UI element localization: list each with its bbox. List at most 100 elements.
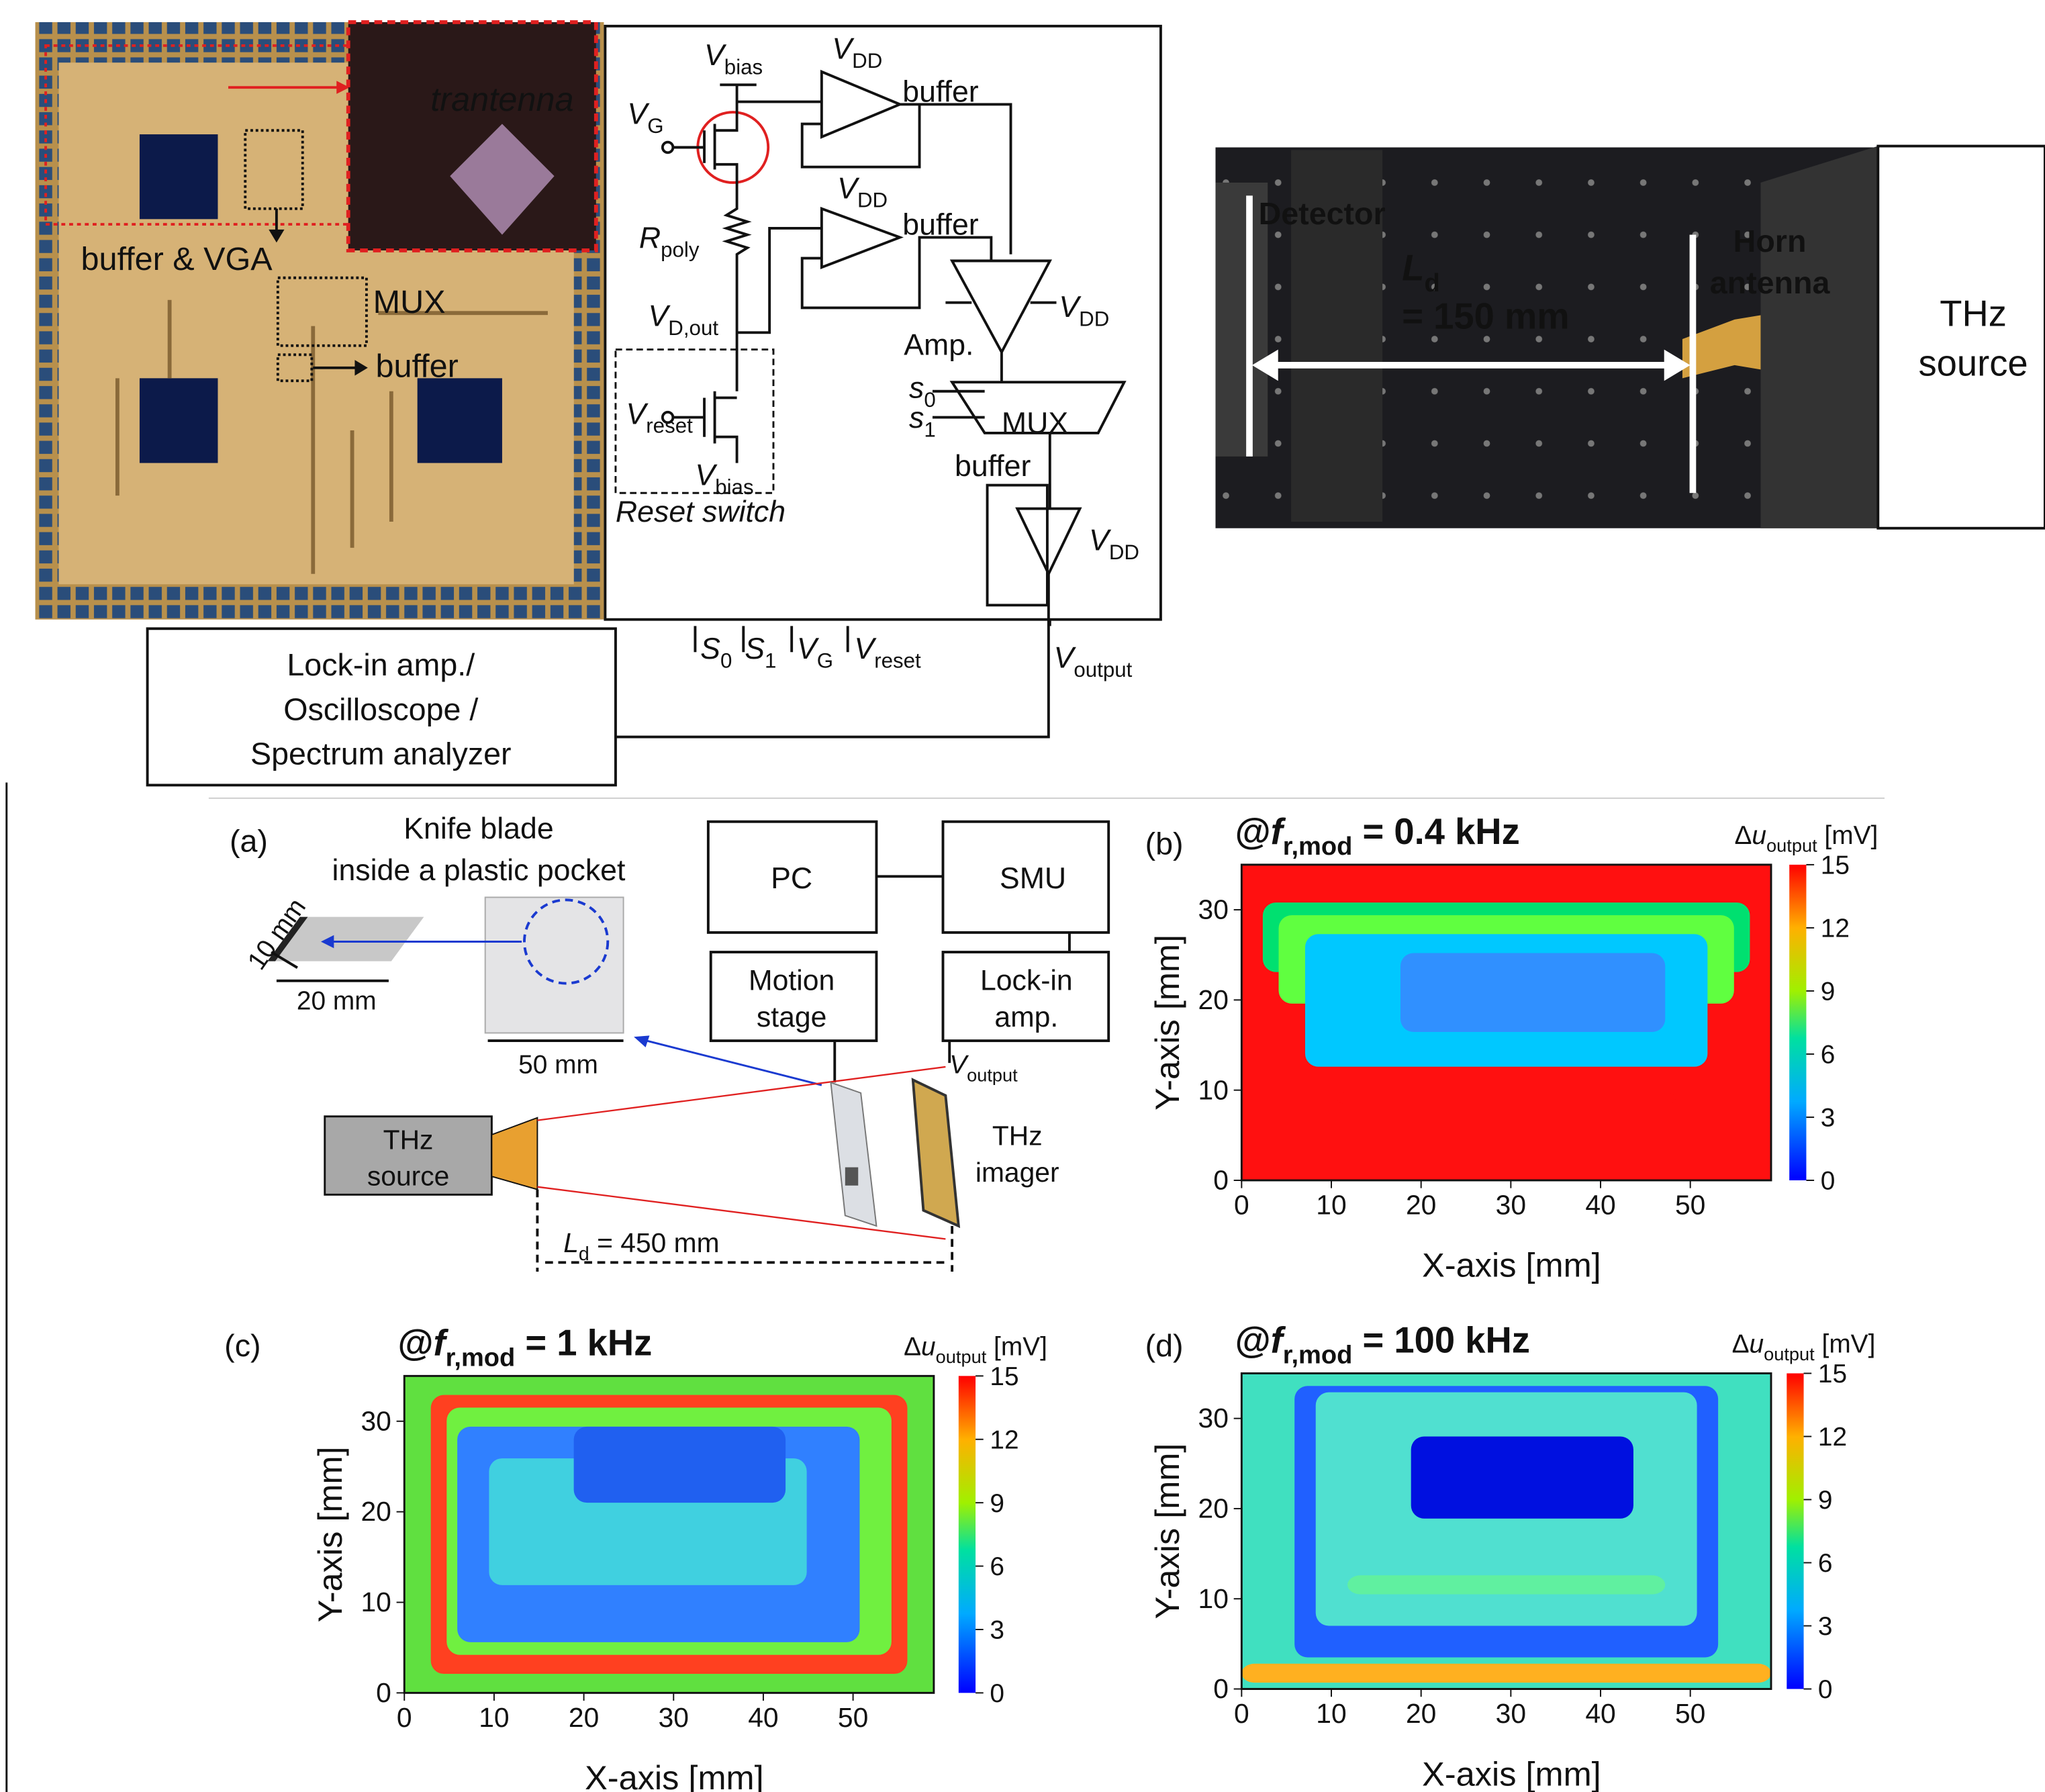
label-part: = 1 kHz <box>515 1322 652 1363</box>
x-axis-label: X-axis [mm] <box>585 1758 764 1792</box>
label-part: [mV] <box>986 1332 1047 1361</box>
circuit-label: VG <box>797 632 833 672</box>
colorbar-tick-label: 15 <box>1821 851 1850 880</box>
circuit-label: buffer <box>955 450 1031 483</box>
circuit-label: buffer <box>902 76 979 109</box>
colorbar-tick-label: 9 <box>1821 978 1836 1006</box>
colorbar-tick-label: 3 <box>1818 1612 1833 1641</box>
label-part: @ <box>398 1322 434 1363</box>
label-part: s <box>909 371 924 404</box>
colorbar-label: Δuoutput [mV] <box>1734 821 1878 856</box>
label: buffer <box>376 348 459 384</box>
label-part: Δ <box>904 1332 921 1361</box>
x-tick-label: 50 <box>838 1702 868 1733</box>
colorbar-tick-label: 9 <box>1818 1486 1833 1515</box>
label: amp. <box>994 1001 1058 1033</box>
label: buffer & VGA <box>81 241 273 277</box>
label-part: s <box>909 402 924 434</box>
heatmap-region <box>574 1427 786 1503</box>
y-axis-label: Y-axis [mm] <box>311 1446 349 1622</box>
label: THz <box>992 1121 1043 1151</box>
label-part: u <box>1752 821 1766 850</box>
label: Voutput <box>949 1051 1018 1086</box>
label-part: u <box>1750 1329 1764 1358</box>
label-part: DD <box>857 189 888 212</box>
circuit-label: MUX <box>1002 407 1068 440</box>
label: THz <box>1940 293 2007 334</box>
x-tick-label: 40 <box>1585 1189 1615 1220</box>
label-part: d <box>579 1243 589 1265</box>
colorbar-tick-label: 3 <box>1821 1104 1836 1133</box>
circuit-label: Amp. <box>904 328 973 361</box>
label: source <box>367 1161 449 1192</box>
label: MUX <box>373 284 446 320</box>
panel-letter: (d) <box>1145 1328 1184 1363</box>
label-part: d <box>1424 269 1439 297</box>
label-part: [mV] <box>1815 1329 1876 1358</box>
colorbar-tick-label: 15 <box>990 1362 1018 1391</box>
label: Horn <box>1733 224 1807 258</box>
colorbar <box>1787 1373 1803 1689</box>
y-tick-label: 20 <box>1198 1493 1229 1524</box>
heatmap-region <box>1241 1664 1771 1683</box>
label: source <box>1918 342 2028 383</box>
colorbar-tick-label: 6 <box>1821 1041 1836 1070</box>
label-part: G <box>647 114 663 138</box>
label-part: r,mod <box>1283 833 1353 861</box>
y-tick-label: 20 <box>361 1496 391 1527</box>
colorbar-label: Δuoutput [mV] <box>904 1332 1047 1367</box>
label-part: 1 <box>765 649 776 672</box>
colorbar-tick-label: 12 <box>1821 914 1850 943</box>
panel-letter: (c) <box>224 1328 260 1363</box>
label-part: 0 <box>924 388 935 412</box>
x-tick-label: 10 <box>1316 1189 1346 1220</box>
label-part: output <box>1074 658 1132 681</box>
x-tick-label: 0 <box>1234 1698 1249 1729</box>
label-part: G <box>817 649 833 672</box>
label-part: Δ <box>1732 1329 1750 1358</box>
label-part: DD <box>1109 540 1139 564</box>
inset-label: trantenna <box>430 80 573 118</box>
label-part: output <box>967 1064 1018 1085</box>
y-tick-label: 20 <box>1198 984 1229 1015</box>
colorbar <box>959 1376 976 1693</box>
x-tick-label: 50 <box>1675 1698 1705 1729</box>
label-part: bias <box>724 56 763 79</box>
panel-title: @fr,mod = 0.4 kHz <box>1235 811 1520 861</box>
label: Oscilloscope / <box>283 692 478 726</box>
x-tick-label: 20 <box>1406 1698 1436 1729</box>
label-part: V <box>949 1051 969 1080</box>
x-tick-label: 0 <box>397 1702 412 1733</box>
colorbar-tick-label: 12 <box>990 1425 1018 1454</box>
colorbar-tick-label: 0 <box>1818 1675 1833 1704</box>
label: antenna <box>1710 265 1831 300</box>
y-axis-label: Y-axis [mm] <box>1148 935 1186 1111</box>
y-tick-label: 30 <box>1198 894 1229 925</box>
label: Ld = 450 mm <box>563 1227 719 1265</box>
x-tick-label: 50 <box>1675 1189 1705 1220</box>
label-part: reset <box>646 414 693 438</box>
label: inside a plastic pocket <box>332 854 626 887</box>
label-part: u <box>921 1332 936 1361</box>
colorbar-tick-label: 9 <box>990 1489 1004 1518</box>
y-tick-label: 10 <box>1198 1583 1229 1614</box>
label-part: = 0.4 kHz <box>1352 811 1519 852</box>
colorbar-tick-label: 0 <box>990 1679 1004 1708</box>
label: Lock-in amp./ <box>287 647 475 682</box>
x-tick-label: 20 <box>569 1702 599 1733</box>
circuit-label: S1 <box>745 632 776 672</box>
label: imager <box>976 1157 1059 1188</box>
colorbar <box>1789 865 1806 1180</box>
x-tick-label: 30 <box>1496 1698 1526 1729</box>
label-part: reset <box>874 649 921 672</box>
colorbar-tick-label: 0 <box>1821 1167 1836 1196</box>
label-part: = 450 mm <box>589 1227 720 1258</box>
colorbar-tick-label: 6 <box>990 1552 1004 1581</box>
label-part: L <box>1402 248 1424 289</box>
x-tick-label: 10 <box>479 1702 509 1733</box>
panel-title: @fr,mod = 1 kHz <box>398 1322 653 1372</box>
heatmap-region <box>1337 1092 1676 1104</box>
label-part: L <box>563 1227 579 1258</box>
circuit-label: S0 <box>700 632 732 672</box>
label-part: D,out <box>668 316 718 340</box>
